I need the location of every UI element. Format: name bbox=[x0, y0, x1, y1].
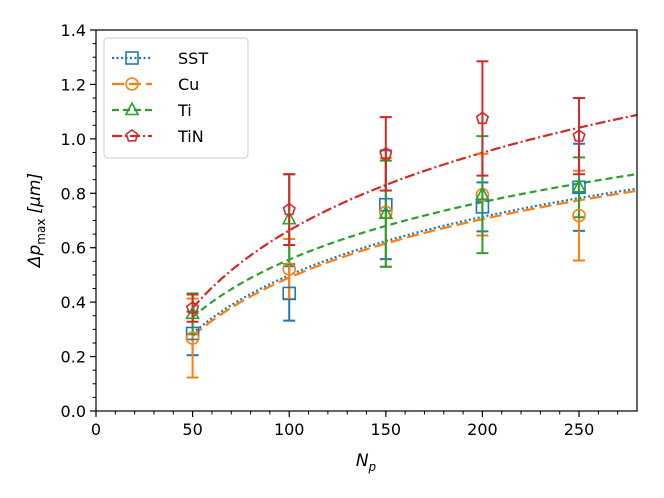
error-bar-tin bbox=[573, 97, 586, 176]
legend-label: SST bbox=[178, 49, 208, 68]
error-bar-tin bbox=[283, 173, 296, 246]
data-point-tin bbox=[379, 146, 393, 160]
legend-marker bbox=[125, 51, 139, 65]
fit-curve-ti bbox=[191, 173, 638, 318]
y-tick-label: 1.4 bbox=[61, 21, 86, 40]
y-axis-label: Δpmax[μm] bbox=[25, 173, 48, 269]
error-bar-tin bbox=[379, 116, 392, 192]
x-tick-label: 250 bbox=[564, 420, 595, 439]
legend-marker bbox=[125, 77, 139, 91]
y-tick-label: 0.4 bbox=[61, 293, 86, 312]
y-tick-label: 0.2 bbox=[61, 348, 86, 367]
data-point-ti bbox=[378, 205, 394, 219]
data-point-sst bbox=[282, 286, 297, 301]
data-point-cu bbox=[185, 331, 200, 345]
data-point-ti bbox=[281, 210, 297, 225]
x-tick-label: 200 bbox=[467, 420, 498, 439]
data-point-cu bbox=[572, 208, 586, 223]
y-tick-label: 1.2 bbox=[61, 75, 86, 94]
legend-item-sst: SST bbox=[112, 49, 208, 68]
data-point-ti bbox=[475, 186, 490, 200]
data-point-tin bbox=[475, 111, 490, 125]
x-axis-label: Np bbox=[356, 451, 377, 474]
data-markers bbox=[185, 111, 587, 345]
data-point-tin bbox=[185, 301, 200, 314]
fit-curve-cu bbox=[191, 189, 638, 337]
axis-ticks: 0 50 100 150 200 250 0.0 0.2 0.4 0.6 0.8 1.0 1.2 1.4 bbox=[61, 21, 619, 439]
y-tick-label: 0.0 bbox=[61, 402, 86, 421]
error-bar-tin bbox=[476, 60, 489, 177]
fit-curve-tin bbox=[191, 113, 638, 309]
legend-item-tin: TiN bbox=[112, 127, 204, 146]
y-tick-label: 1.0 bbox=[61, 130, 86, 149]
data-point-sst bbox=[185, 326, 200, 341]
fit-curves bbox=[191, 113, 638, 337]
y-tick-label: 0.6 bbox=[61, 239, 86, 258]
data-point-sst bbox=[379, 197, 393, 212]
error-bars bbox=[186, 60, 586, 379]
legend-marker bbox=[125, 129, 139, 142]
legend-item-ti: Ti bbox=[112, 101, 192, 120]
x-tick-label: 50 bbox=[182, 420, 202, 439]
legend-label: TiN bbox=[177, 127, 204, 146]
legend: SST Cu Ti TiN bbox=[103, 37, 249, 159]
data-point-cu bbox=[282, 262, 297, 276]
x-tick-label: 150 bbox=[371, 420, 402, 439]
y-tick-label: 0.8 bbox=[61, 184, 86, 203]
legend-marker bbox=[124, 101, 140, 116]
x-tick-label: 0 bbox=[91, 420, 101, 439]
fit-curve-sst bbox=[191, 187, 638, 335]
legend-item-cu: Cu bbox=[112, 75, 199, 94]
legend-label: Ti bbox=[177, 101, 192, 120]
x-tick-label: 100 bbox=[274, 420, 305, 439]
data-point-tin bbox=[572, 129, 586, 142]
legend-label: Cu bbox=[178, 75, 199, 94]
legend-box bbox=[103, 37, 249, 159]
data-point-ti bbox=[571, 178, 587, 193]
data-point-tin bbox=[282, 202, 296, 216]
